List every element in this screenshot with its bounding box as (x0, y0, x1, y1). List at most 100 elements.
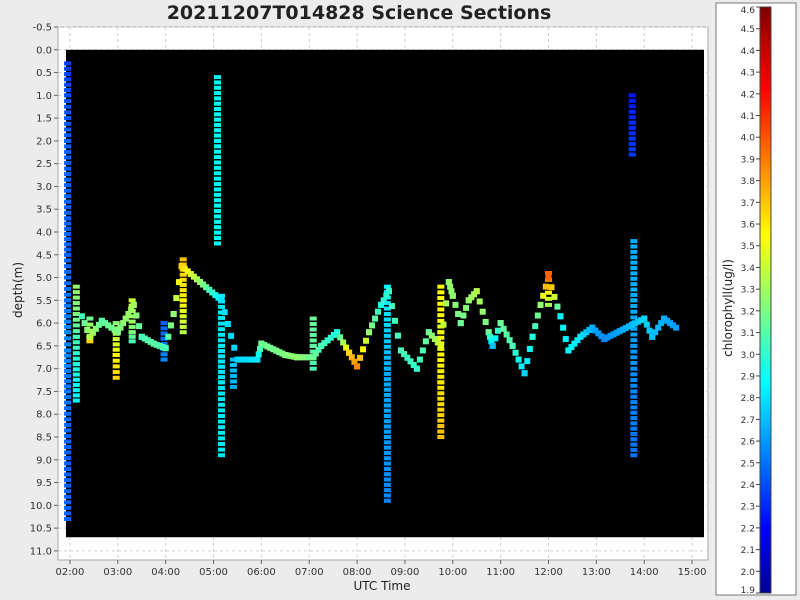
profile-cell (64, 455, 72, 460)
profile-cell (64, 72, 72, 77)
profile-cell (437, 296, 445, 301)
profile-cell (217, 316, 225, 321)
track-cell (652, 329, 659, 336)
profile-cell (217, 310, 225, 315)
profile-cell (437, 369, 445, 374)
track-cell (532, 323, 539, 330)
profile-cell (64, 348, 72, 353)
profile-cell (112, 347, 120, 352)
profile-cell (64, 379, 72, 384)
profile-cell (214, 192, 222, 197)
y-tick-label: 0.0 (36, 45, 52, 56)
profile-cell (630, 315, 638, 320)
profile-cell (383, 403, 391, 408)
profile-cell (217, 436, 225, 441)
profile-cell (309, 366, 317, 371)
profile-cell (628, 125, 636, 130)
profile-cell (128, 298, 136, 303)
profile-cell (64, 116, 72, 121)
profile-cell (64, 422, 72, 427)
colorbar-tick-label: 4.1 (741, 112, 755, 122)
track-cell (255, 351, 262, 358)
track-cell (167, 322, 174, 329)
profile-cell (64, 517, 72, 521)
profile-cell (383, 424, 391, 429)
colorbar-tick-label: 2.2 (741, 524, 755, 534)
track-cell (181, 265, 188, 272)
profile-cell (437, 429, 445, 434)
profile-cell (64, 494, 72, 499)
profile-cell (630, 266, 638, 271)
track-cell (401, 351, 408, 358)
profile-cell (72, 301, 80, 306)
profile-cell (64, 221, 72, 226)
profile-cell (309, 327, 317, 332)
colorbar-tick-label: 4.3 (741, 69, 755, 79)
y-tick-label: 3.0 (36, 182, 52, 193)
profile-cell (437, 301, 445, 306)
track-cell (476, 298, 483, 305)
x-tick-label: 06:00 (247, 567, 276, 578)
profile-cell (229, 363, 237, 368)
track-cell (574, 337, 581, 344)
y-axis-label: depth(m) (11, 262, 25, 318)
track-cell (125, 311, 132, 317)
profile-cell (630, 421, 638, 426)
x-tick-label: 03:00 (103, 567, 132, 578)
profile-cell (214, 171, 222, 176)
colorbar-panel (715, 2, 797, 596)
track-cell (224, 321, 231, 328)
track-cell (310, 354, 317, 361)
profile-cell (128, 334, 136, 339)
profile-cell (383, 498, 391, 503)
profile-cell (64, 61, 72, 66)
profile-cell (72, 367, 80, 372)
profile-cell (112, 364, 120, 369)
y-tick-label: 10.0 (30, 501, 52, 512)
profile-cell (64, 298, 72, 303)
track-cell (521, 370, 528, 377)
profile-cell (64, 188, 72, 193)
profile-cell (383, 339, 391, 344)
profile-cell (309, 316, 317, 321)
track-cell (425, 329, 432, 336)
profile-cell (630, 349, 638, 354)
profile-cell (214, 117, 222, 122)
profile-cell (112, 358, 120, 363)
profile-cell (630, 355, 638, 360)
track-cell (465, 297, 472, 304)
profile-cell (179, 330, 187, 335)
profile-cell (214, 122, 222, 127)
profile-cell (72, 312, 80, 316)
track-cell (294, 354, 301, 361)
profile-cell (214, 75, 222, 80)
colorbar-tick-label: 3.2 (741, 307, 755, 317)
track-cell (197, 278, 204, 285)
track-cell (658, 320, 665, 327)
track-cell (601, 336, 608, 343)
profile-cell (630, 453, 638, 458)
profile-cell (64, 400, 72, 405)
track-cell (388, 303, 395, 310)
profile-cell (217, 430, 225, 435)
y-tick-label: 5.0 (36, 273, 52, 284)
track-cell (542, 283, 549, 290)
profile-cell (383, 387, 391, 392)
profile-cell (72, 295, 80, 300)
profile-cell (128, 314, 136, 319)
track-cell (449, 292, 456, 299)
profile-cell (214, 235, 222, 240)
track-cell (394, 332, 401, 339)
profile-cell (72, 356, 80, 361)
track-cell (108, 324, 115, 331)
profile-cell (628, 93, 636, 98)
profile-cell (630, 360, 638, 365)
profile-cell (64, 417, 72, 422)
profile-cell (64, 292, 72, 297)
profile-cell (383, 413, 391, 418)
profile-cell (383, 306, 391, 311)
profile-cell (64, 104, 72, 109)
profile-cell (437, 407, 445, 412)
profile-cell (217, 397, 225, 402)
track-cell (554, 303, 561, 310)
